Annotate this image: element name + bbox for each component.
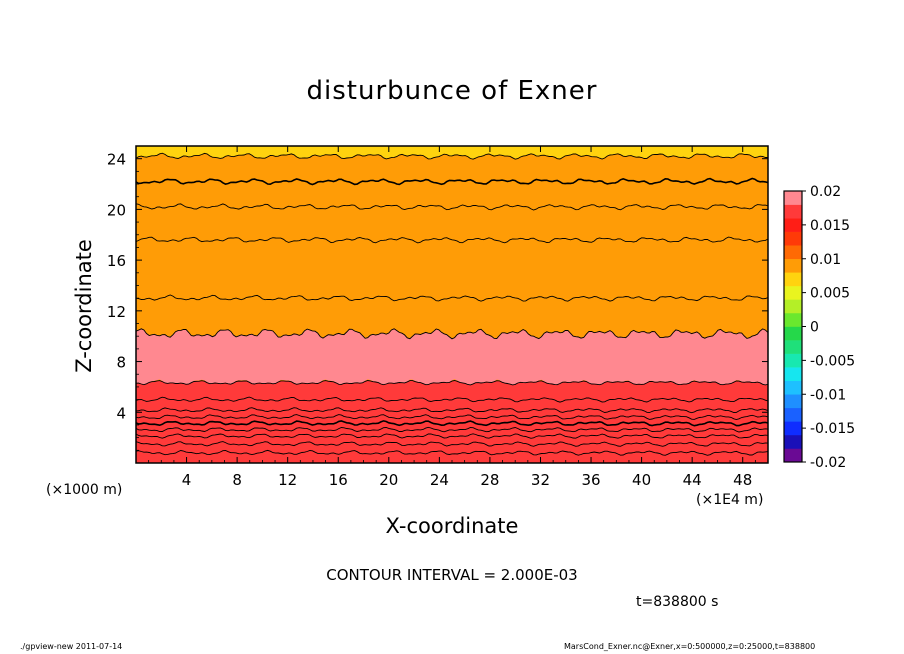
colorbar-band	[784, 285, 802, 300]
colorbar-band	[784, 448, 802, 463]
colorbar-tick-label: 0.005	[810, 286, 850, 302]
colorbar-tick-label: -0.005	[810, 353, 855, 369]
x-tick-label: 48	[733, 471, 752, 489]
colorbar-band	[784, 204, 802, 219]
contour-line	[136, 396, 768, 403]
colorbar-band	[784, 299, 802, 314]
colorbar-band	[784, 353, 802, 368]
colorbar-band	[784, 272, 802, 287]
x-tick-label: 44	[683, 471, 702, 489]
contour-line	[136, 380, 768, 386]
footer-right: MarsCond_Exner.nc@Exner,x=0:500000,z=0:2…	[564, 642, 816, 651]
colorbar-band	[784, 407, 802, 422]
y-tick-label: 16	[107, 252, 126, 270]
contour-line	[136, 433, 768, 439]
colorbar-band	[784, 340, 802, 354]
colorbar-tick-label: -0.02	[810, 455, 846, 471]
x-unit-right: (×1E4 m)	[696, 492, 764, 508]
y-tick-label: 4	[116, 404, 126, 422]
x-tick-label: 32	[531, 471, 550, 489]
x-tick-label: 28	[480, 471, 499, 489]
x-tick-label: 12	[278, 471, 297, 489]
colorbar-band	[784, 421, 802, 436]
y-tick-label: 8	[116, 354, 126, 372]
contour-line	[136, 236, 768, 244]
colorbar-band	[784, 258, 802, 273]
colorbar-band	[784, 191, 802, 205]
y-tick-label: 12	[107, 303, 126, 321]
contour-line	[136, 414, 768, 420]
colorbar-band	[784, 367, 802, 381]
x-tick-label: 8	[232, 471, 242, 489]
colorbar-band	[784, 231, 802, 246]
colorbar-band	[784, 312, 802, 327]
x-tick-label: 36	[581, 471, 600, 489]
x-tick-label: 24	[430, 471, 449, 489]
contour-line	[136, 203, 768, 211]
contour-line	[136, 407, 768, 414]
colorbar-tick-label: -0.01	[810, 387, 846, 403]
x-unit-left: (×1000 m)	[46, 482, 123, 498]
footer-left: ./gpview-new 2011-07-14	[20, 642, 123, 651]
x-tick-label: 16	[329, 471, 348, 489]
contour-line	[136, 294, 768, 302]
contour-lines	[136, 152, 768, 456]
contour-interval-label: CONTOUR INTERVAL = 2.000E-03	[326, 566, 578, 584]
colorbar-tick-label: 0	[810, 320, 819, 336]
contour-line	[136, 152, 768, 160]
colorbar-tick-label: 0.02	[810, 184, 841, 200]
colorbar-tick-label: 0.015	[810, 218, 850, 234]
x-tick-label: 4	[182, 471, 192, 489]
fill-band	[136, 328, 768, 386]
y-tick-label: 20	[107, 201, 126, 219]
colorbar-band	[784, 434, 802, 449]
colorbar: -0.02 -0.015 -0.01 -0.005 0 0.005 0.01 0.015 0.0…	[783, 184, 855, 471]
colorbar-band	[784, 245, 802, 260]
contour-line	[136, 449, 768, 456]
x-tick-label: 40	[632, 471, 651, 489]
colorbar-band	[784, 218, 802, 232]
colorbar-band	[784, 326, 802, 341]
timestamp-label: t=838800 s	[636, 594, 719, 610]
contour-line	[136, 177, 768, 186]
fill-band	[136, 380, 768, 463]
colorbar-tick-label: 0.01	[810, 252, 841, 268]
chart-title: disturbunce of Exner	[306, 76, 598, 106]
x-axis-label-text: X-coordinate	[385, 514, 519, 538]
contour-line	[136, 441, 768, 447]
colorbar-tick-label: -0.015	[810, 421, 855, 437]
colorbar-band	[784, 380, 802, 395]
y-tick-label: 24	[107, 151, 126, 169]
contour-line	[136, 426, 768, 433]
x-axis-label: X-coordinate	[0, 514, 904, 538]
contour-line	[136, 328, 768, 340]
contour-line	[136, 420, 768, 427]
x-tick-label: 20	[379, 471, 398, 489]
colorbar-band	[784, 394, 802, 409]
